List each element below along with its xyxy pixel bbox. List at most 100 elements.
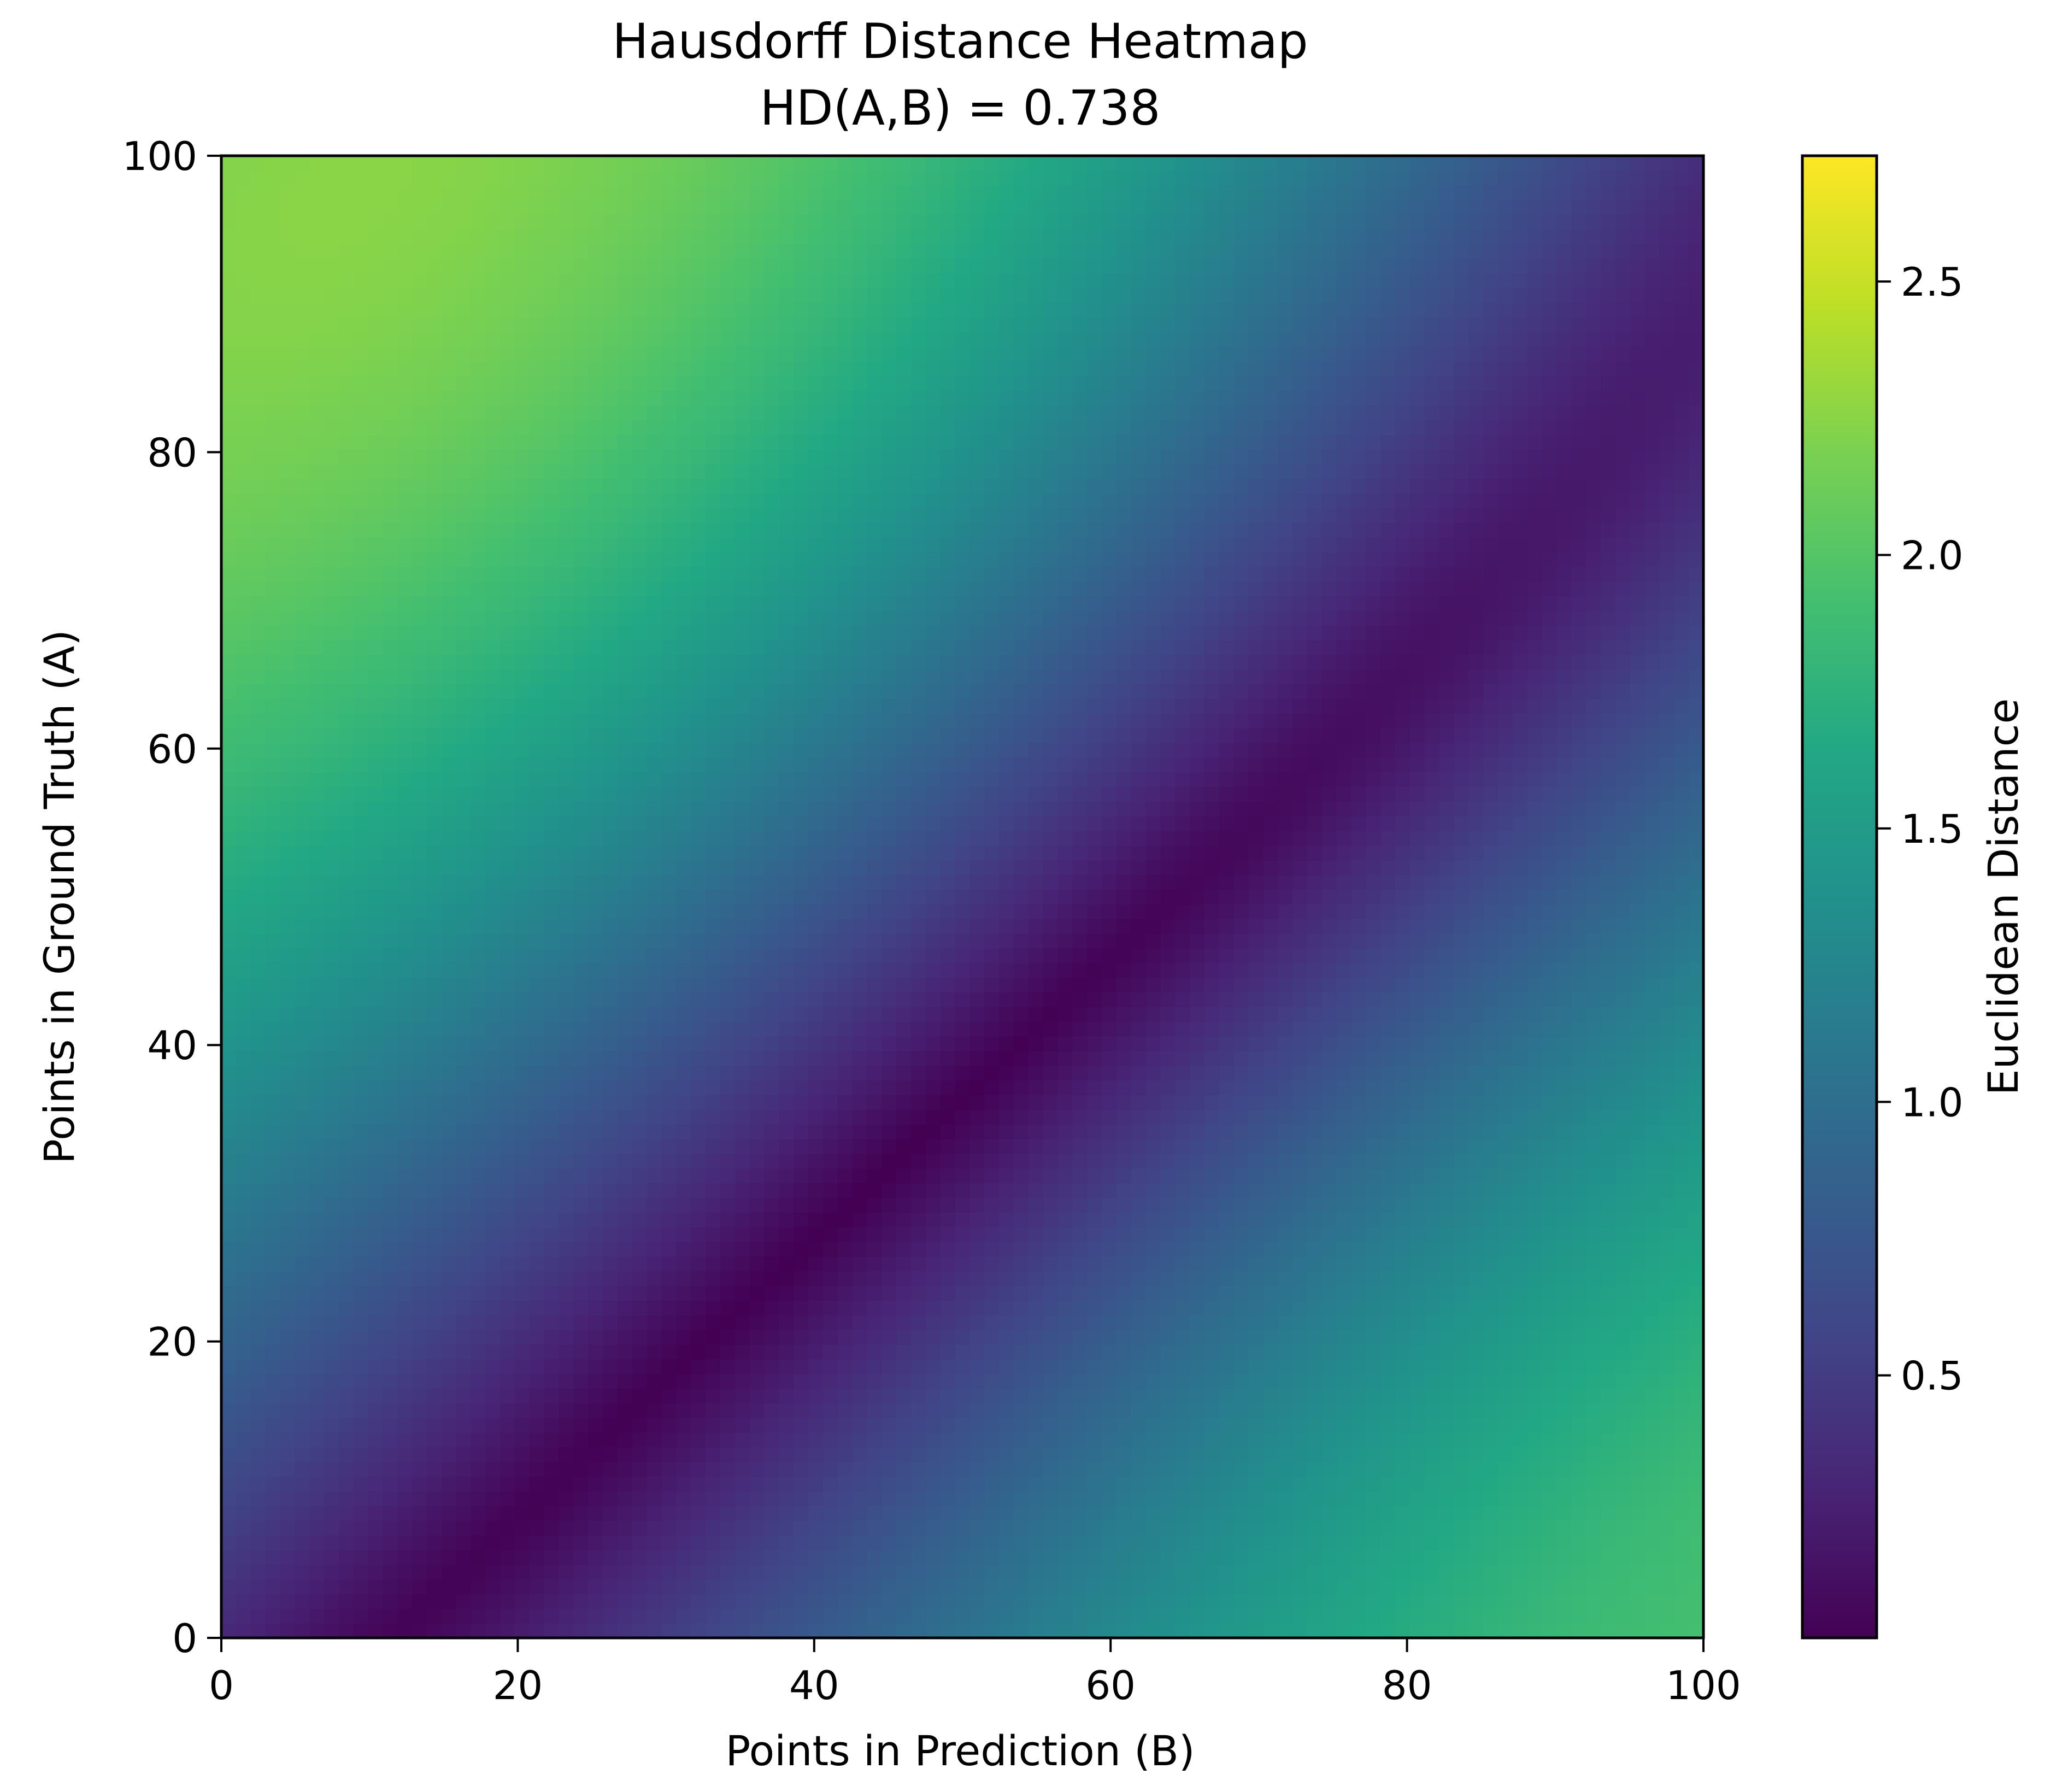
heatmap-cell (1586, 1065, 1601, 1081)
heatmap-cell (911, 1300, 926, 1315)
heatmap-cell (1307, 1050, 1323, 1066)
heatmap-cell (265, 1564, 280, 1580)
heatmap-cell (250, 1212, 266, 1227)
heatmap-cell (1380, 1271, 1396, 1286)
heatmap-cell (1292, 1242, 1308, 1257)
heatmap-cell (1233, 1564, 1249, 1580)
heatmap-cell (1601, 1153, 1616, 1169)
heatmap-cell (412, 933, 427, 949)
heatmap-cell (383, 1183, 398, 1198)
heatmap-cell (1204, 919, 1220, 934)
heatmap-cell (250, 1476, 266, 1492)
heatmap-cell (1366, 1183, 1381, 1198)
heatmap-cell (1674, 1197, 1689, 1213)
heatmap-cell (1072, 1256, 1088, 1272)
heatmap-cell (1644, 1050, 1660, 1066)
heatmap-cell (837, 948, 853, 963)
heatmap-cell (882, 1388, 897, 1403)
heatmap-cell (1630, 1095, 1646, 1110)
heatmap-cell (1659, 1432, 1674, 1448)
heatmap-cell (471, 919, 486, 934)
heatmap-cell (1351, 1608, 1367, 1624)
heatmap-cell (368, 1197, 383, 1213)
heatmap-cell (1556, 1491, 1572, 1506)
heatmap-cell (544, 1359, 560, 1374)
heatmap-cell (1057, 1168, 1073, 1184)
heatmap-cell (1307, 1476, 1323, 1492)
heatmap-cell (984, 1579, 1000, 1595)
heatmap-cell (1527, 1124, 1543, 1139)
heatmap-cell (1190, 1373, 1205, 1389)
heatmap-cell (1013, 948, 1029, 963)
heatmap-cell (764, 1608, 779, 1624)
heatmap-cell (852, 1594, 868, 1609)
heatmap-cell (822, 1506, 838, 1521)
heatmap-cell (1527, 1549, 1543, 1565)
heatmap-cell (515, 1168, 530, 1184)
heatmap-cell (1321, 1285, 1337, 1301)
heatmap-cell (295, 948, 310, 963)
heatmap-cell (426, 1520, 442, 1536)
heatmap-cell (706, 1080, 721, 1096)
heatmap-cell (691, 1432, 706, 1448)
heatmap-cell (471, 1153, 486, 1169)
heatmap-cell (1498, 1520, 1513, 1536)
heatmap-cell (1424, 1447, 1440, 1462)
heatmap-cell (1615, 1109, 1631, 1125)
heatmap-cell (1498, 1344, 1513, 1360)
heatmap-cell (1321, 1461, 1337, 1477)
heatmap-cell (1336, 1124, 1352, 1139)
heatmap-cell (852, 1373, 868, 1389)
heatmap-cell (500, 1520, 515, 1536)
heatmap-cell (603, 1153, 618, 1169)
heatmap-cell (617, 1065, 633, 1081)
heatmap-cell (236, 1021, 251, 1037)
heatmap-cell (1689, 1065, 1704, 1081)
heatmap-cell (471, 1300, 486, 1315)
heatmap-cell (1468, 933, 1484, 949)
heatmap-cell (1204, 1476, 1220, 1492)
heatmap-cell (808, 919, 824, 934)
heatmap-cell (383, 1036, 398, 1051)
heatmap-cell (324, 1242, 339, 1257)
heatmap-cell (1689, 1168, 1704, 1184)
heatmap-cell (1527, 1535, 1543, 1550)
heatmap-cell (471, 1491, 486, 1506)
heatmap-cell (676, 904, 691, 919)
heatmap-cell (882, 1506, 897, 1521)
heatmap-cell (456, 962, 472, 978)
heatmap-cell (1630, 1315, 1646, 1330)
heatmap-cell (1689, 1080, 1704, 1096)
heatmap-cell (1190, 1359, 1205, 1374)
heatmap-cell (632, 1506, 648, 1521)
heatmap-cell (1028, 1373, 1044, 1389)
heatmap-cell (984, 919, 1000, 934)
heatmap-cell (882, 1447, 897, 1462)
heatmap-cell (1087, 1594, 1102, 1609)
heatmap-cell (1087, 1418, 1102, 1433)
heatmap-cell (1160, 1256, 1176, 1272)
heatmap-cell (661, 1197, 677, 1213)
heatmap-cell (412, 1124, 427, 1139)
heatmap-cell (1160, 1300, 1176, 1315)
heatmap-cell (515, 1579, 530, 1595)
heatmap-cell (1527, 1007, 1543, 1022)
heatmap-cell (940, 962, 956, 978)
heatmap-cell (1615, 1373, 1631, 1389)
heatmap-cell (1087, 1344, 1102, 1360)
heatmap-cell (412, 1242, 427, 1257)
heatmap-cell (426, 1623, 442, 1638)
heatmap-cell (955, 1388, 971, 1403)
heatmap-cell (691, 1623, 706, 1638)
heatmap-cell (1439, 1124, 1455, 1139)
heatmap-cell (1321, 1418, 1337, 1433)
heatmap-cell (837, 1021, 853, 1037)
heatmap-cell (295, 1403, 310, 1418)
heatmap-cell (1278, 1594, 1293, 1609)
heatmap-cell (1321, 992, 1337, 1007)
heatmap-cell (691, 1535, 706, 1550)
heatmap-cell (338, 1271, 354, 1286)
heatmap-cell (1175, 1432, 1190, 1448)
heatmap-cell (1219, 1491, 1235, 1506)
heatmap-cell (1542, 948, 1558, 963)
